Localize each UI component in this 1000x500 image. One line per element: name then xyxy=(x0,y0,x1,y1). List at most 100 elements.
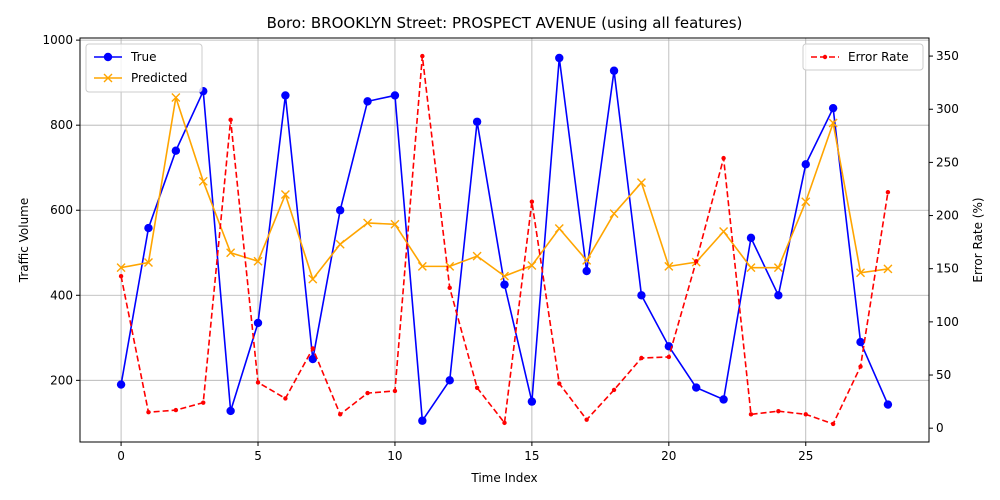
x-tick-label: 5 xyxy=(254,449,262,463)
y2-tick-label: 50 xyxy=(936,368,951,382)
true-point xyxy=(883,400,893,409)
error-rate-point xyxy=(365,390,370,396)
y2-tick-label: 250 xyxy=(936,155,959,169)
true-point xyxy=(253,318,263,328)
error-rate-point xyxy=(885,189,891,195)
plot-frame xyxy=(79,37,930,443)
true-point xyxy=(418,416,427,425)
true-point xyxy=(609,66,619,75)
predicted-point xyxy=(198,176,208,186)
predicted-point xyxy=(801,197,811,207)
error-rate-point xyxy=(146,410,151,415)
y2-tick-label: 100 xyxy=(936,315,959,329)
error-rate-point xyxy=(201,400,206,405)
y2-tick-label: 350 xyxy=(936,49,959,63)
error-rate-series-line xyxy=(120,55,889,425)
true-point xyxy=(390,91,400,100)
true-point xyxy=(774,291,783,300)
legend-predicted-marker xyxy=(103,73,113,83)
true-point xyxy=(500,280,509,289)
true-point xyxy=(116,380,126,389)
error-rate-point xyxy=(858,364,863,369)
error-rate-point xyxy=(557,381,562,386)
error-rate-point xyxy=(283,396,288,401)
true-point xyxy=(472,117,482,126)
grid-layer xyxy=(80,38,929,442)
y-tick-label: 600 xyxy=(50,203,73,217)
predicted-point xyxy=(253,256,263,266)
true-point xyxy=(801,160,810,169)
chart-title: Boro: BROOKLYN Street: PROSPECT AVENUE (… xyxy=(267,14,743,32)
predicted-point xyxy=(719,226,729,236)
predicted-point xyxy=(664,261,674,271)
legend-right: Error Rate xyxy=(802,43,924,71)
predicted-point xyxy=(280,190,290,199)
predicted-point xyxy=(500,271,509,281)
error-rate-point xyxy=(118,273,124,279)
predicted-point xyxy=(417,261,427,271)
y-tick-label: 400 xyxy=(50,288,73,302)
predicted-point xyxy=(883,264,893,274)
legend-true-label: True xyxy=(130,50,157,64)
predicted-point xyxy=(143,258,153,268)
x-tick-label: 15 xyxy=(524,449,539,463)
x-tick-label: 10 xyxy=(387,449,402,463)
legend-right-box xyxy=(802,43,924,71)
true-point xyxy=(746,233,756,243)
true-point xyxy=(144,223,153,233)
axis-layer: 0 5 10 15 20 25 200 400 600 800 1000 0 50 100 150 200 25… xyxy=(42,33,958,463)
error-rate-point xyxy=(337,412,343,417)
x-tick-label: 0 xyxy=(117,449,125,463)
y2-tick-label: 0 xyxy=(936,421,944,435)
true-point xyxy=(171,146,181,155)
predicted-point xyxy=(390,219,400,229)
true-series-line xyxy=(120,57,889,424)
predicted-point xyxy=(116,263,126,273)
true-point xyxy=(856,337,865,347)
predicted-point xyxy=(828,118,838,128)
legend-error-label: Error Rate xyxy=(848,50,909,64)
y2-tick-label: 300 xyxy=(936,102,959,116)
predicted-point xyxy=(335,239,345,249)
x-tick-label: 25 xyxy=(798,449,813,463)
predicted-point xyxy=(527,261,537,271)
y2-tick-label: 150 xyxy=(936,262,959,276)
predicted-point xyxy=(308,274,318,284)
plot-layer xyxy=(116,53,893,427)
predicted-point xyxy=(226,248,236,258)
true-point xyxy=(363,97,372,106)
true-point xyxy=(692,383,701,392)
true-point xyxy=(335,206,345,215)
error-rate-point xyxy=(666,354,672,360)
error-rate-point xyxy=(776,408,781,414)
predicted-point xyxy=(773,263,783,273)
error-rate-point xyxy=(611,387,617,393)
error-rate-point xyxy=(310,346,315,351)
true-point xyxy=(555,53,564,63)
y2-tick-label: 200 xyxy=(936,209,959,223)
error-rate-point xyxy=(803,412,808,417)
true-point xyxy=(281,91,290,100)
error-rate-point xyxy=(228,117,233,123)
predicted-series-line xyxy=(120,97,889,281)
true-point xyxy=(582,266,591,276)
true-point xyxy=(445,376,454,385)
error-rate-point xyxy=(694,259,699,264)
predicted-point xyxy=(171,93,181,103)
true-point xyxy=(308,354,317,364)
error-rate-point xyxy=(447,285,452,291)
x-tick-label: 20 xyxy=(661,449,676,463)
error-rate-point xyxy=(173,407,179,413)
legend-predicted-label: Predicted xyxy=(131,71,187,85)
predicted-point xyxy=(609,209,619,219)
error-rate-point xyxy=(474,385,480,390)
predicted-point xyxy=(746,263,756,273)
error-rate-point xyxy=(639,355,644,361)
error-rate-point xyxy=(420,53,425,59)
predicted-point xyxy=(856,268,866,278)
error-rate-point xyxy=(255,380,261,385)
predicted-point xyxy=(554,224,564,234)
legend-left-box xyxy=(85,43,203,93)
error-rate-point xyxy=(830,421,836,427)
